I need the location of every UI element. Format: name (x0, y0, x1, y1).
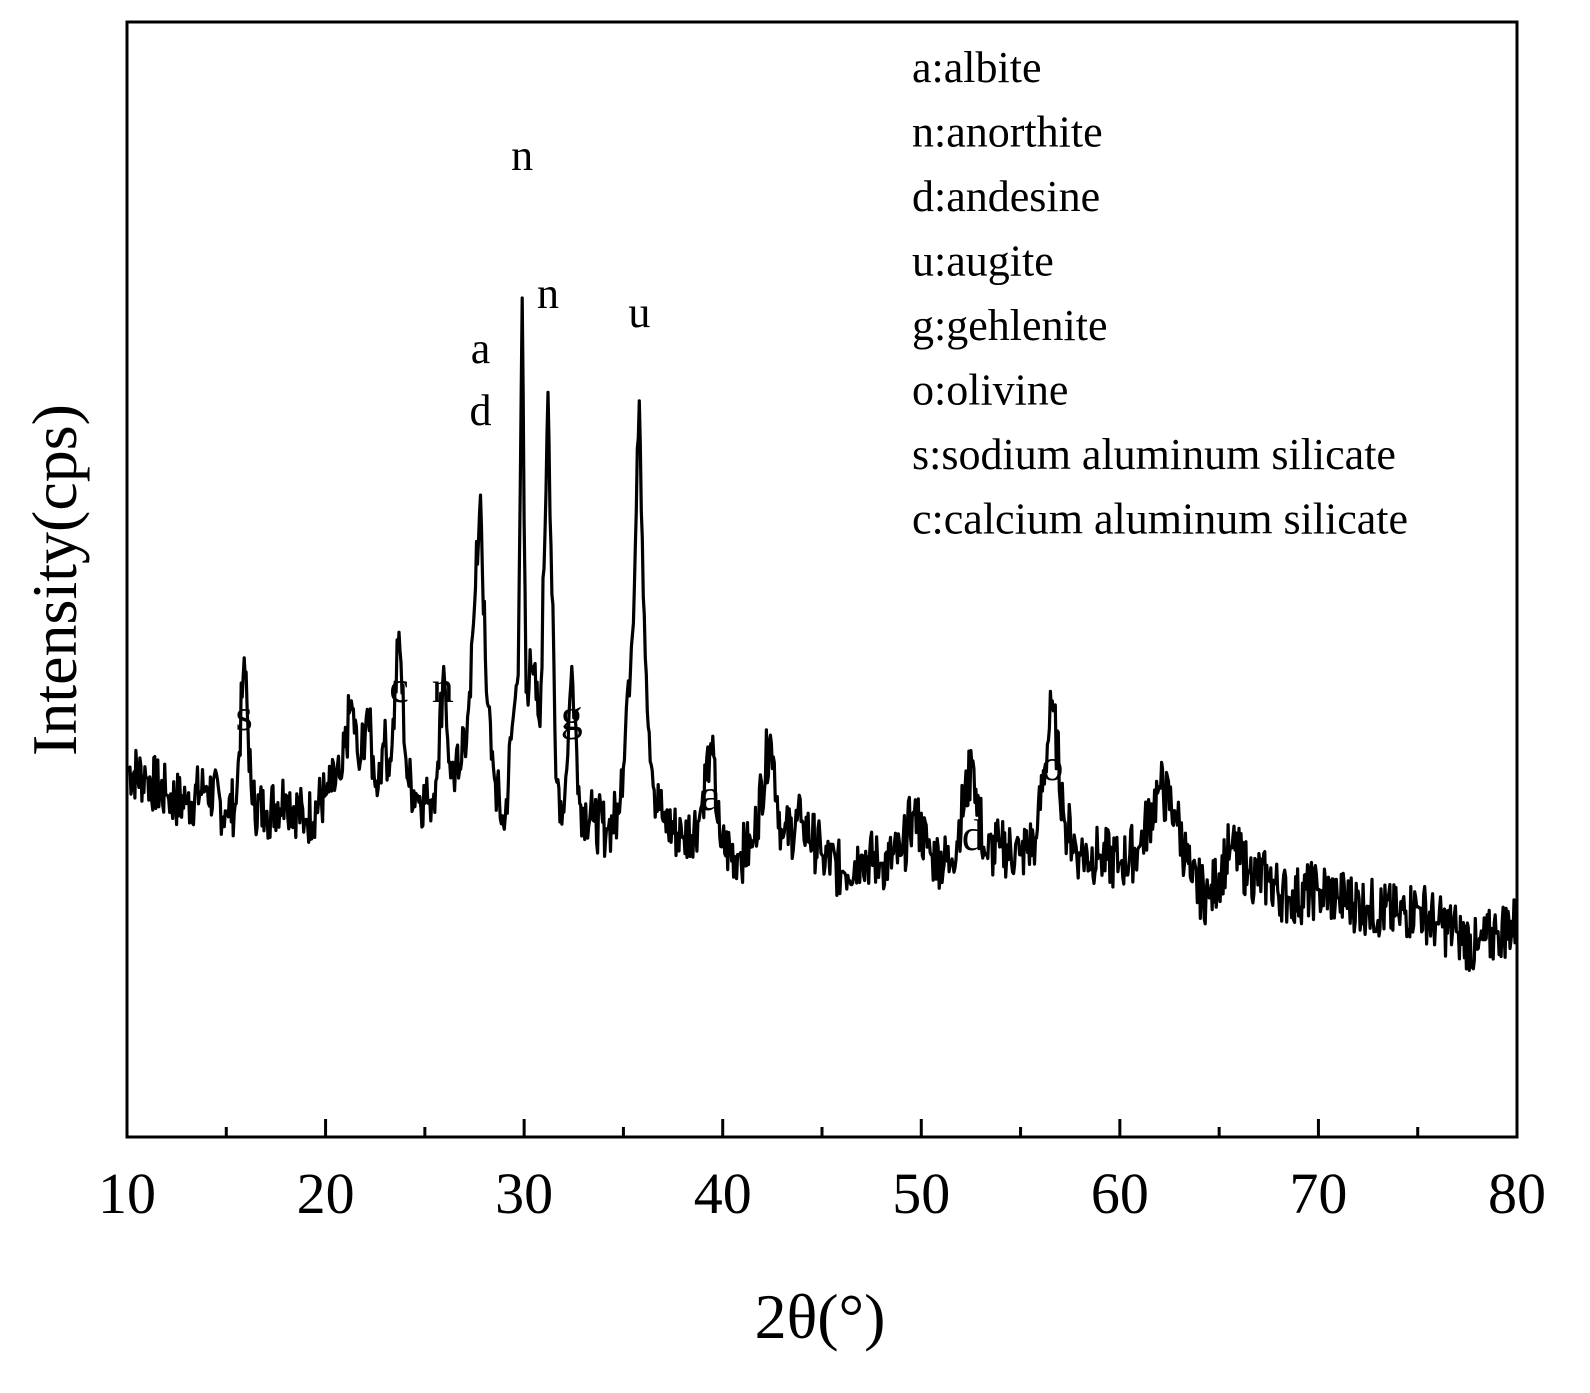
x-tick-label: 60 (1091, 1161, 1149, 1226)
x-tick-label: 10 (98, 1161, 156, 1226)
peak-label: n (537, 269, 559, 318)
peak-label: n (511, 131, 533, 180)
peak-label: a (471, 324, 491, 373)
legend-entry: d:andesine (912, 172, 1100, 221)
peak-label: d (469, 386, 491, 435)
x-tick-label: 50 (892, 1161, 950, 1226)
x-tick-label: 20 (297, 1161, 355, 1226)
legend-entry: u:augite (912, 237, 1054, 286)
peak-label: g (561, 691, 583, 740)
xrd-pattern-line (126, 296, 1518, 972)
legend-entry: g:gehlenite (912, 301, 1108, 350)
x-tick-label: 80 (1488, 1161, 1546, 1226)
legend-entry: s:sodium aluminum silicate (912, 430, 1396, 479)
peak-label: n (432, 663, 454, 712)
legend: a:albite n:anorthite d:andesine u:augite g:g… (912, 43, 1408, 544)
x-tick-label: 70 (1289, 1161, 1347, 1226)
peak-label: a (701, 771, 721, 820)
y-axis-title: Intensity(cps) (19, 404, 90, 756)
legend-entry: n:anorthite (912, 108, 1103, 157)
x-tick-label: 30 (495, 1161, 553, 1226)
x-axis-title: 2θ(°) (755, 1281, 886, 1352)
x-axis: 10 20 30 40 50 60 70 80 (98, 1119, 1546, 1226)
legend-entry: c:calcium aluminum silicate (912, 495, 1408, 544)
peak-label: c (389, 663, 409, 712)
peak-label: u (628, 288, 650, 337)
legend-entry: o:olivine (912, 366, 1068, 415)
x-tick-label: 40 (694, 1161, 752, 1226)
peak-label: d (962, 811, 984, 860)
peak-label: s (236, 691, 253, 740)
legend-entry: a:albite (912, 43, 1042, 92)
plot-frame (125, 20, 1519, 1139)
plot-area (126, 296, 1518, 972)
peak-label: o (1041, 741, 1063, 790)
